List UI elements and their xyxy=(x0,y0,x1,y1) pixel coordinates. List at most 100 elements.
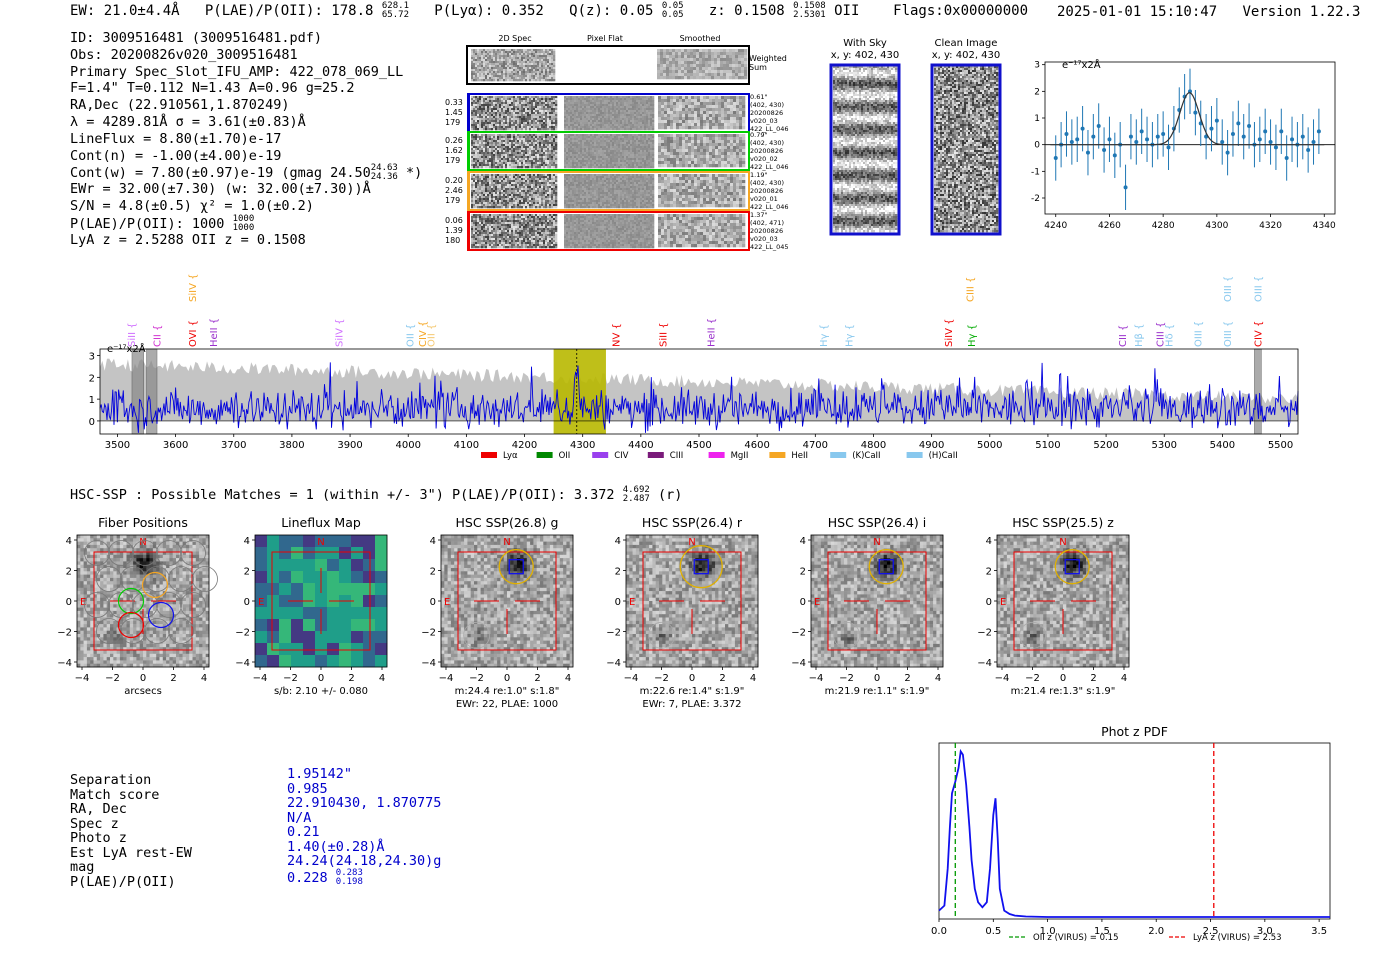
noise-pixel xyxy=(634,98,637,101)
noise-pixel xyxy=(703,158,707,162)
noise-pixel xyxy=(718,105,722,109)
noise-pixel xyxy=(511,166,514,169)
cutout-row-meta: (402, 430) xyxy=(750,139,795,147)
noise-pixel xyxy=(586,166,589,169)
noise-pixel xyxy=(566,126,569,129)
noise-pixel xyxy=(566,136,569,139)
noise-pixel xyxy=(507,184,510,187)
noise-pixel xyxy=(598,138,601,141)
noise-pixel xyxy=(471,59,474,62)
noise-pixel xyxy=(503,122,506,125)
noise-pixel xyxy=(501,49,504,52)
noise-pixel xyxy=(551,63,554,66)
noise-pixel xyxy=(687,49,691,53)
noise-pixel xyxy=(628,162,631,165)
noise-pixel xyxy=(497,98,500,101)
noise-pixel xyxy=(576,144,579,147)
noise-pixel xyxy=(511,67,514,70)
noise-pixel xyxy=(610,154,613,157)
noise-pixel xyxy=(634,144,637,147)
noise-pixel xyxy=(658,117,662,121)
noise-pixel xyxy=(622,146,625,149)
noise-pixel xyxy=(566,112,569,115)
noise-pixel xyxy=(505,174,508,177)
noise-pixel xyxy=(628,136,631,139)
noise-pixel xyxy=(511,124,514,127)
noise-pixel xyxy=(529,134,532,137)
noise-pixel xyxy=(616,116,619,119)
noise-pixel xyxy=(620,166,623,169)
noise-pixel xyxy=(485,166,488,169)
noise-pixel xyxy=(594,120,597,123)
noise-pixel xyxy=(555,184,558,187)
noise-pixel xyxy=(555,158,558,161)
noise-pixel xyxy=(667,143,671,147)
noise-pixel xyxy=(638,104,641,107)
noise-pixel xyxy=(582,112,585,115)
noise-pixel xyxy=(487,136,490,139)
noise-pixel xyxy=(483,65,486,68)
noise-pixel xyxy=(598,144,601,147)
noise-pixel xyxy=(519,112,522,115)
noise-pixel xyxy=(610,108,613,111)
noise-pixel xyxy=(630,98,633,101)
noise-pixel xyxy=(521,67,524,70)
noise-pixel xyxy=(553,75,556,78)
noise-pixel xyxy=(681,76,685,80)
noise-pixel xyxy=(733,108,737,112)
noise-pixel xyxy=(513,57,516,60)
noise-pixel xyxy=(634,146,637,149)
noise-pixel xyxy=(537,59,540,62)
noise-pixel xyxy=(495,128,498,131)
noise-pixel xyxy=(531,106,534,109)
noise-pixel xyxy=(578,102,581,105)
noise-pixel xyxy=(742,152,746,156)
noise-pixel xyxy=(471,178,474,181)
noise-pixel xyxy=(735,67,739,71)
noise-pixel xyxy=(614,152,617,155)
noise-pixel xyxy=(479,146,482,149)
noise-pixel xyxy=(475,126,478,129)
noise-pixel xyxy=(590,166,593,169)
noise-pixel xyxy=(491,114,494,117)
noise-pixel xyxy=(744,70,748,74)
noise-pixel xyxy=(529,96,532,99)
noise-pixel xyxy=(485,154,488,157)
noise-pixel xyxy=(564,128,567,131)
noise-pixel xyxy=(715,117,719,121)
noise-pixel xyxy=(521,176,524,179)
noise-pixel xyxy=(495,186,498,189)
noise-pixel xyxy=(739,105,743,109)
noise-pixel xyxy=(564,158,567,161)
noise-pixel xyxy=(473,100,476,103)
noise-pixel xyxy=(551,182,554,185)
noise-pixel xyxy=(491,162,494,165)
noise-pixel xyxy=(568,110,571,113)
noise-pixel xyxy=(505,110,508,113)
noise-pixel xyxy=(636,160,639,163)
noise-pixel xyxy=(501,122,504,125)
noise-pixel xyxy=(584,154,587,157)
noise-pixel xyxy=(712,137,716,141)
noise-pixel xyxy=(523,118,526,121)
noise-pixel xyxy=(705,55,709,59)
noise-pixel xyxy=(646,144,649,147)
noise-pixel xyxy=(650,142,653,145)
noise-pixel xyxy=(473,152,476,155)
noise-pixel xyxy=(539,53,542,56)
noise-pixel xyxy=(553,160,556,163)
noise-pixel xyxy=(584,110,587,113)
noise-pixel xyxy=(736,102,740,106)
noise-pixel xyxy=(483,108,486,111)
noise-pixel xyxy=(551,180,554,183)
noise-pixel xyxy=(529,63,532,66)
noise-pixel xyxy=(730,158,734,162)
noise-pixel xyxy=(525,146,528,149)
noise-pixel xyxy=(584,112,587,115)
noise-pixel xyxy=(545,124,548,127)
noise-pixel xyxy=(679,126,683,130)
noise-pixel xyxy=(531,150,534,153)
noise-pixel xyxy=(727,108,731,112)
noise-pixel xyxy=(720,61,724,65)
noise-pixel xyxy=(736,99,740,103)
